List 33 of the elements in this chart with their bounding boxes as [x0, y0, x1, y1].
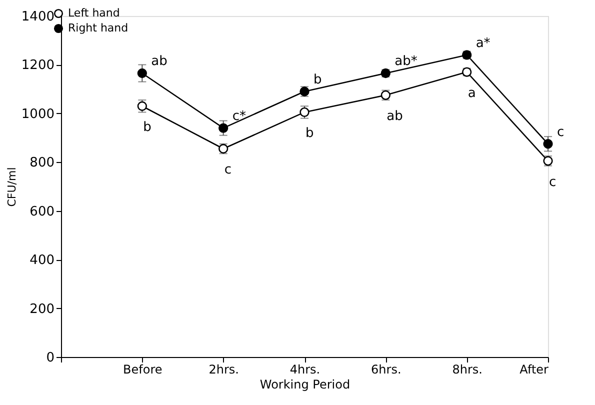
y-tick-label: 1000	[21, 106, 54, 122]
point	[218, 123, 228, 133]
y-tick-label: 0	[46, 350, 54, 366]
annotation: c	[224, 162, 232, 178]
x-tick-label: 2hrs.	[208, 362, 239, 376]
annotation: c	[549, 174, 556, 190]
annotation: ab*	[394, 54, 418, 70]
y-tick-label: 200	[30, 302, 54, 317]
legend-label: Right hand	[68, 22, 128, 34]
legend-label: Left hand	[68, 6, 120, 20]
x-tick-label: Before	[123, 362, 162, 376]
x-tick-label: 6hrs.	[371, 362, 402, 376]
x-tick-label: 4hrs.	[290, 362, 320, 376]
annotation: b	[143, 120, 152, 136]
point	[137, 68, 147, 78]
y-tick-label: 1200	[21, 58, 54, 74]
annotation: ab	[386, 109, 403, 124]
x-axis-title: Working Period	[260, 378, 350, 392]
y-tick-label: 1400	[21, 10, 54, 24]
annotation: a*	[476, 36, 491, 51]
annotation: c	[557, 124, 564, 140]
y-tick-label: 800	[30, 156, 54, 171]
x-tick-label: 8hrs.	[452, 362, 482, 376]
point	[543, 139, 553, 149]
y-axis-title: CFU/ml	[5, 167, 18, 207]
annotation: a	[468, 86, 476, 102]
x-tick-label: After	[520, 362, 549, 376]
y-tick-label: 400	[30, 253, 54, 268]
annotation: b	[314, 72, 322, 88]
annotation: c*	[232, 109, 246, 124]
annotation: ab	[151, 54, 168, 70]
annotation: b	[306, 126, 314, 142]
y-tick-label: 600	[30, 204, 54, 220]
